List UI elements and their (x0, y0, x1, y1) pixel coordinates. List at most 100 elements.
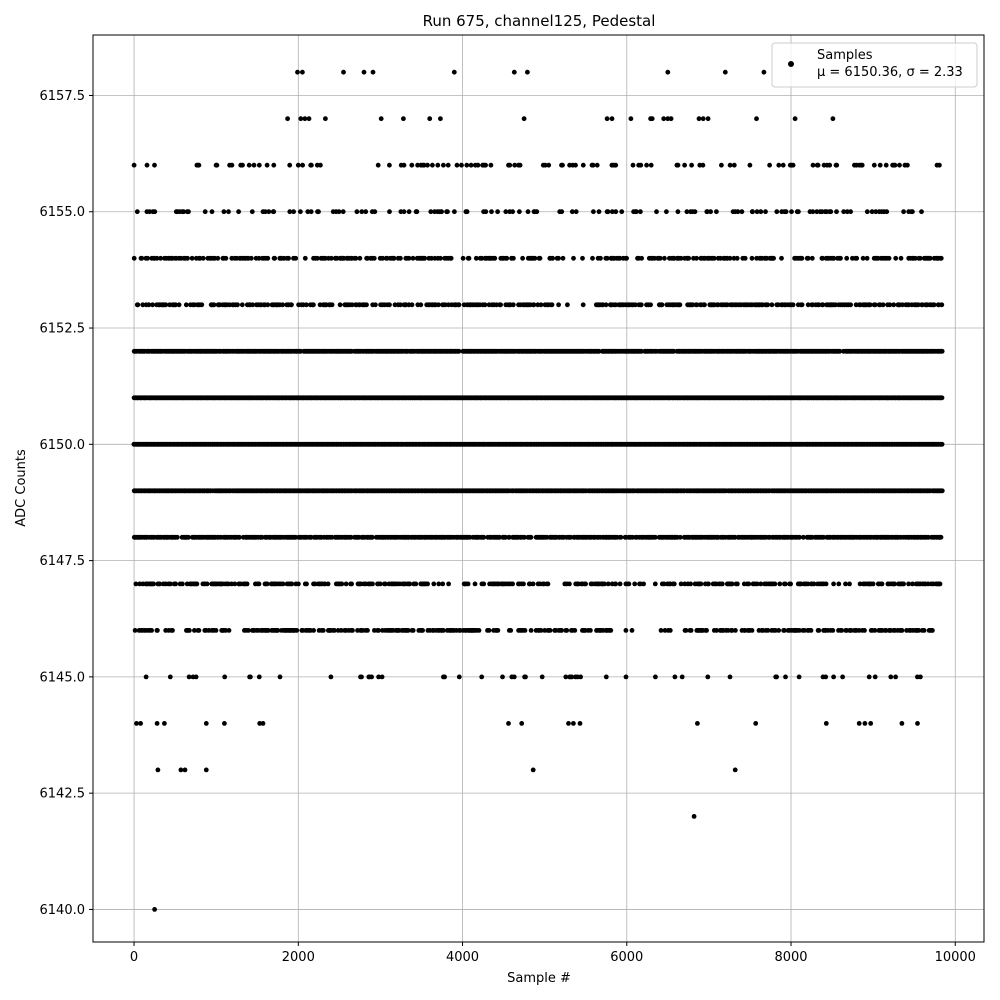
data-point (782, 581, 788, 587)
data-point (754, 581, 760, 587)
data-point (168, 581, 173, 587)
data-point (349, 581, 354, 587)
data-point (456, 302, 462, 308)
data-point (215, 255, 221, 261)
data-point (901, 581, 906, 587)
data-point (436, 581, 442, 587)
data-point (280, 302, 285, 308)
data-point (857, 581, 863, 587)
data-point (799, 302, 805, 308)
data-point (425, 581, 430, 587)
data-point (939, 302, 945, 308)
data-point (538, 302, 544, 308)
data-point (256, 255, 262, 261)
data-point (329, 255, 334, 261)
data-point (150, 302, 156, 308)
data-point (848, 628, 854, 633)
data-point (520, 255, 525, 261)
data-point (149, 628, 155, 633)
data-point (294, 628, 300, 633)
data-point (632, 581, 638, 587)
data-point (265, 302, 271, 308)
data-point (329, 302, 335, 308)
data-point (522, 628, 528, 633)
data-point (369, 534, 375, 540)
data-point (338, 628, 344, 633)
data-point (659, 302, 665, 308)
data-point (811, 581, 817, 587)
data-point (370, 581, 375, 587)
data-point (133, 581, 139, 587)
data-point (702, 302, 707, 308)
data-point (765, 302, 771, 308)
data-point (532, 255, 538, 261)
data-point (139, 255, 145, 261)
data-point (556, 302, 561, 308)
data-point (446, 581, 451, 587)
data-point (237, 534, 242, 540)
data-point (508, 628, 514, 633)
data-point (872, 302, 878, 308)
data-point (199, 302, 205, 308)
data-point (248, 255, 254, 261)
data-point (887, 302, 893, 308)
data-point (629, 628, 635, 633)
data-point (189, 255, 195, 261)
data-point (598, 255, 603, 261)
data-point (239, 302, 245, 308)
data-point (641, 581, 646, 587)
data-point (617, 581, 623, 587)
data-point (938, 534, 944, 540)
data-point (320, 628, 326, 633)
data-point (565, 302, 570, 308)
data-point (662, 628, 668, 633)
data-point (132, 628, 138, 633)
data-point (145, 255, 151, 261)
data-point (410, 255, 416, 261)
data-point (671, 581, 677, 587)
data-point (729, 581, 735, 587)
data-point (376, 628, 381, 633)
data-point (296, 581, 301, 587)
data-point (371, 255, 377, 261)
data-point (872, 628, 878, 633)
data-point (377, 581, 383, 587)
data-point (667, 628, 673, 633)
data-point (405, 628, 411, 633)
data-point (538, 628, 544, 633)
data-point (265, 255, 271, 261)
data-point (431, 581, 437, 587)
data-point (879, 581, 885, 587)
data-point (892, 581, 897, 587)
data-point (604, 255, 610, 261)
data-point (547, 628, 553, 633)
data-point (639, 348, 644, 354)
data-point (304, 581, 309, 587)
data-point (497, 534, 502, 540)
data-point (173, 581, 179, 587)
data-point (797, 534, 802, 540)
data-point (843, 581, 848, 587)
data-point (380, 255, 385, 261)
data-point (915, 302, 921, 308)
data-point (246, 628, 251, 633)
data-point (662, 255, 667, 261)
data-point (805, 302, 811, 308)
data-point (387, 302, 392, 308)
data-point (820, 302, 826, 308)
data-point (608, 628, 614, 633)
data-point (186, 534, 191, 540)
data-point (937, 581, 943, 587)
data-point (638, 302, 644, 308)
data-point (438, 255, 443, 261)
data-point (921, 628, 927, 633)
data-point (776, 628, 782, 633)
data-point (364, 302, 369, 308)
data-point (280, 581, 286, 587)
data-point (588, 628, 593, 633)
data-point (140, 302, 146, 308)
data-point (472, 581, 478, 587)
data-point (839, 628, 845, 633)
data-point (265, 628, 271, 633)
